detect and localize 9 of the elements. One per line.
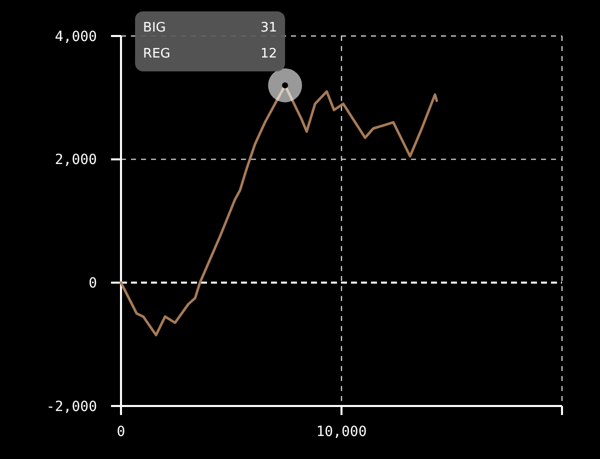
- y-tick-label: 2,000: [54, 152, 97, 168]
- annotation: 12: [260, 46, 278, 62]
- text: 31: [260, 20, 278, 36]
- text: BIG: [143, 20, 166, 36]
- x-tick-label: 10,000: [316, 424, 367, 440]
- annotation: REG: [143, 46, 170, 62]
- y-tick-label: -2,000: [46, 398, 97, 415]
- y-tick-label: 4,000: [54, 28, 97, 45]
- y-tick-label: 0: [88, 276, 97, 292]
